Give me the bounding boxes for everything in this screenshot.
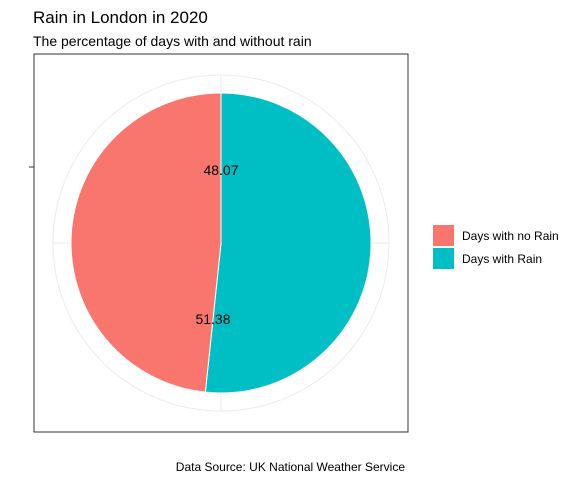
chart-subtitle: The percentage of days with and without … bbox=[33, 33, 312, 49]
legend-key-no-rain bbox=[433, 225, 454, 246]
pie-slices bbox=[70, 92, 372, 394]
slice-days-with-no-rain bbox=[70, 92, 222, 393]
chart-caption: Data Source: UK National Weather Service bbox=[176, 460, 406, 474]
legend-label-no-rain: Days with no Rain bbox=[462, 229, 559, 243]
pie-labels: 48.07 51.38 bbox=[195, 162, 238, 327]
chart-title: Rain in London in 2020 bbox=[33, 8, 208, 27]
slice-days-with-rain bbox=[204, 92, 372, 394]
legend: Days with no Rain Days with Rain bbox=[433, 225, 559, 269]
legend-label-rain: Days with Rain bbox=[462, 252, 542, 266]
data-label-rain: 51.38 bbox=[195, 311, 230, 327]
data-label-no-rain: 48.07 bbox=[203, 162, 238, 178]
legend-key-rain bbox=[433, 248, 454, 269]
